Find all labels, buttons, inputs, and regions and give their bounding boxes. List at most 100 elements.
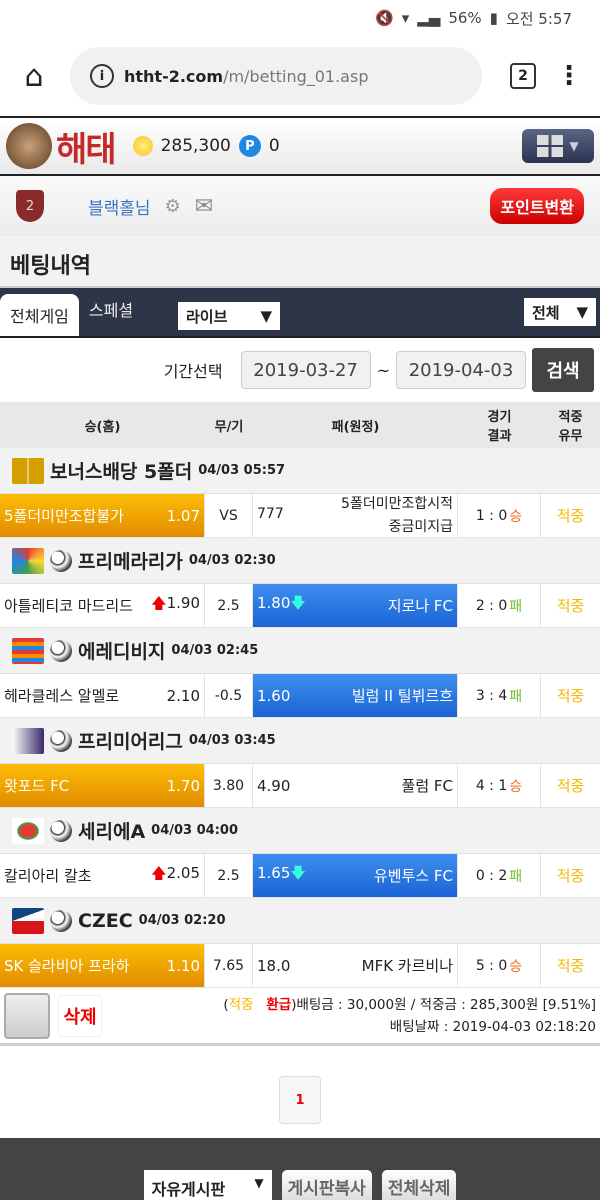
away-cell[interactable]: 1.65🡇 유벤투스 FC — [253, 854, 458, 897]
search-button[interactable]: 검색 — [532, 348, 594, 392]
mail-icon[interactable]: ✉ — [194, 193, 214, 219]
status-refund: 환급 — [266, 996, 292, 1013]
more-menu-icon[interactable]: ⋮ — [556, 61, 582, 91]
outcome: 패 — [509, 598, 523, 615]
away-odds: 18.0 — [257, 956, 291, 975]
bet-date: 배팅날짜 : 2019-04-03 02:18:20 — [389, 1018, 596, 1035]
draw-cell[interactable]: 2.5 — [205, 584, 253, 627]
point-convert-button[interactable]: 포인트변환 — [490, 188, 584, 224]
away-odds: 1.80 — [257, 594, 291, 612]
username[interactable]: 블랙홀님 — [88, 194, 151, 219]
copy-board-button[interactable]: 게시판복사 — [281, 1170, 372, 1200]
filter-select-value: 전체 — [532, 303, 560, 322]
away-cell[interactable]: 1.60 빌럼 II 틸뷔르흐 — [253, 674, 458, 717]
tab-all-games[interactable]: 전체게임 — [0, 294, 79, 336]
type-select[interactable]: 라이브 ▼ — [178, 302, 280, 330]
odds-up-icon: 🡅 — [151, 864, 167, 882]
away-cell[interactable]: 1.80🡇 지로나 FC — [253, 584, 458, 627]
away-cell[interactable]: 777 5폴더미만조합시적 중금미지급 — [253, 494, 458, 537]
home-icon[interactable]: ⌂ — [24, 58, 44, 94]
away-cell[interactable]: 4.90 풀럼 FC — [253, 764, 458, 807]
home-cell[interactable]: 헤라클레스 알멜로 2.10 — [0, 674, 205, 717]
hit-status: 적중 — [556, 957, 585, 975]
draw-cell[interactable]: -0.5 — [205, 674, 253, 717]
board-select-value: 자유게시판 — [151, 1180, 226, 1199]
status-bar: 🔇 ▾ ▂▄ 56% ▮ 오전 5:57 — [0, 0, 600, 36]
filter-select[interactable]: 전체 ▼ — [524, 298, 596, 326]
draw-cell[interactable]: 2.5 — [205, 854, 253, 897]
outcome: 승 — [509, 778, 523, 795]
away-cell[interactable]: 18.0 MFK 카르비나 — [253, 944, 458, 987]
col-home: 승(홈) — [84, 419, 121, 435]
home-cell[interactable]: 아틀레티코 마드리드 🡅1.90 — [0, 584, 205, 627]
dropdown-arrow-icon: ▼ — [254, 1176, 264, 1190]
col-result-line2: 결과 — [487, 429, 512, 444]
type-select-value: 라이브 — [186, 307, 228, 326]
point-icon: P — [238, 135, 261, 157]
wifi-icon: ▾ — [401, 9, 410, 27]
url-domain: htht-2.com — [124, 66, 224, 86]
chevron-down-icon: ▼ — [569, 139, 579, 153]
summary-text: (적중 환급)배팅금 : 30,000원 / 적중금 : 285,300원 [9… — [223, 994, 596, 1038]
home-cell[interactable]: SK 슬라비아 프라하 1.10 — [0, 944, 205, 987]
score: 4 : 1 — [475, 777, 508, 794]
soccer-ball-icon — [50, 819, 72, 842]
delete-button[interactable]: 삭제 — [58, 994, 102, 1037]
date-from-input[interactable]: 2019-03-27 — [240, 351, 371, 389]
score: 5 : 0 — [475, 957, 508, 974]
site-logo[interactable]: 해태 — [6, 122, 117, 171]
col-hit: 적중 유무 — [541, 406, 600, 444]
home-team: SK 슬라비아 프라하 — [4, 957, 130, 975]
pagination: 1 — [0, 1046, 600, 1154]
draw-cell[interactable]: 7.65 — [205, 944, 253, 987]
draw-cell[interactable]: 3.80 — [205, 764, 253, 807]
away-odds: 4.90 — [257, 776, 291, 795]
level-badge-icon: 2 — [16, 190, 44, 222]
home-cell[interactable]: 칼리아리 칼초 🡅2.05 — [0, 854, 205, 897]
address-bar[interactable]: i htht-2.com/m/betting_01.asp — [70, 47, 482, 105]
user-bar: 2 블랙홀님 ⚙ ✉ 포인트변환 — [0, 176, 600, 236]
draw-cell[interactable]: VS — [205, 494, 253, 537]
select-checkbox[interactable] — [4, 992, 50, 1039]
bonus-icon — [12, 457, 44, 484]
outcome: 패 — [509, 688, 523, 705]
coin-icon — [132, 136, 153, 156]
date-to-input[interactable]: 2019-04-03 — [396, 351, 526, 389]
league-name: 프리메라리가 — [78, 551, 183, 573]
soccer-ball-icon — [50, 549, 72, 572]
status-hit: 적중 — [228, 996, 254, 1013]
tab-special[interactable]: 스페셜 — [88, 301, 134, 320]
home-odds: 2.05 — [166, 864, 200, 882]
home-cell[interactable]: 왓포드 FC 1.70 — [0, 764, 205, 807]
dropdown-arrow-icon: ▼ — [260, 307, 272, 325]
delete-all-button[interactable]: 전체삭제 — [381, 1170, 457, 1200]
home-cell[interactable]: 5폴더미만조합불가 1.07 — [0, 494, 205, 537]
league-header: 세리에A 04/03 04:00 — [0, 808, 600, 854]
outcome: 승 — [509, 508, 523, 525]
menu-grid-button[interactable]: ▼ — [522, 129, 594, 163]
page-1-button[interactable]: 1 — [279, 1076, 321, 1124]
tab-switcher-button[interactable]: 2 — [510, 63, 536, 89]
gear-icon[interactable]: ⚙ — [164, 195, 181, 217]
score: 0 : 2 — [475, 867, 508, 884]
league-header: CZEC 04/03 02:20 — [0, 898, 600, 944]
czech-flag-icon — [12, 907, 44, 934]
hit-status: 적중 — [556, 597, 585, 615]
eredivisie-icon — [12, 637, 44, 664]
table-row: 5폴더미만조합불가 1.07 VS 777 5폴더미만조합시적 중금미지급 1 : 0… — [0, 494, 600, 538]
league-name: 세리에A — [78, 821, 146, 843]
premier-league-icon — [12, 727, 44, 754]
bottom-toolbar: 자유게시판 ▼ 게시판복사 전체삭제 — [0, 1138, 600, 1200]
away-team: 5폴더미만조합시적 — [341, 496, 453, 512]
hit-status: 적중 — [556, 777, 585, 795]
info-icon[interactable]: i — [90, 64, 114, 88]
board-select[interactable]: 자유게시판 ▼ — [143, 1170, 272, 1200]
league-header: 프리미어리그 04/03 03:45 — [0, 718, 600, 764]
